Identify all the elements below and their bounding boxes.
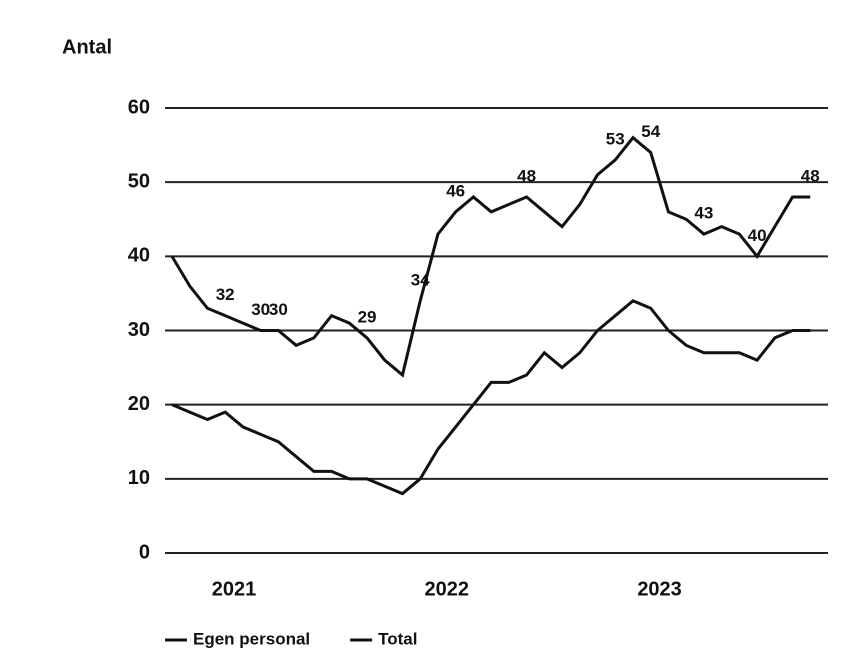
data-label: 53 [606,129,625,148]
data-label: 46 [446,181,465,200]
data-label: 30 [251,300,270,319]
y-tick-label: 10 [128,467,150,489]
y-tick-label: 0 [139,541,150,563]
data-label: 54 [641,122,660,141]
data-label: 34 [411,270,430,289]
y-tick-label: 30 [128,319,150,341]
series-line [171,299,811,496]
data-label: 40 [748,226,767,245]
y-tick-label: 40 [128,245,150,267]
data-label: 29 [358,307,377,326]
y-tick-label: 60 [128,96,150,118]
y-tick-label: 50 [128,170,150,192]
x-tick-label: 2023 [637,578,682,600]
y-axis-label: Antal [62,36,112,58]
legend-label: Total [378,629,417,648]
x-tick-label: 2022 [425,578,470,600]
data-label: 32 [216,285,235,304]
series-line [170,135,811,378]
y-tick-label: 20 [128,393,150,415]
legend-label: Egen personal [193,629,310,648]
data-label: 48 [801,166,820,185]
data-label: 30 [269,300,288,319]
data-label: 48 [517,166,536,185]
data-label: 43 [694,204,713,223]
x-tick-label: 2021 [212,578,257,600]
